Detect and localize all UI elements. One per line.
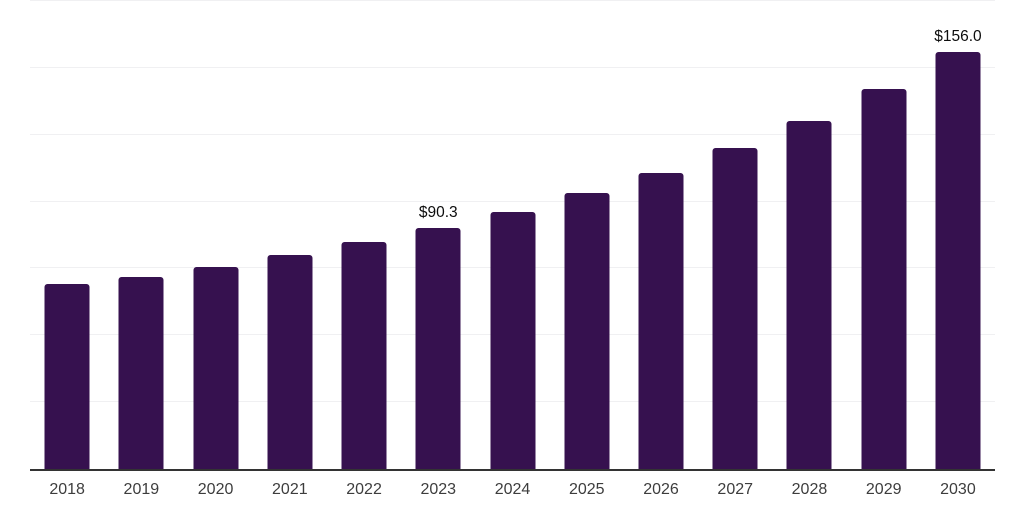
- bar-2024: [490, 211, 536, 469]
- bar-slot-2025: [550, 1, 624, 469]
- bar-slot-2030: $156.0: [921, 1, 995, 469]
- x-tick-label-2029: 2029: [865, 481, 902, 498]
- bar-slot-2027: [698, 1, 772, 469]
- bar-slot-2026: [624, 1, 698, 469]
- x-tick-label-2026: 2026: [643, 481, 679, 498]
- x-tick-label-2027: 2027: [717, 481, 754, 498]
- bar-2023: [415, 227, 461, 469]
- gridline-y100: [30, 200, 995, 202]
- bar-2030: [935, 51, 981, 469]
- bar-2029: [861, 88, 907, 469]
- bar-slot-2023: $90.3: [401, 1, 475, 469]
- x-tick-label-2020: 2020: [197, 481, 234, 498]
- bar-2025: [564, 193, 610, 469]
- x-tick-label-2024: 2024: [494, 481, 531, 498]
- bar-2027: [712, 148, 758, 469]
- bar-slot-2024: [475, 1, 549, 469]
- x-tick-label-2021: 2021: [272, 481, 308, 498]
- bar-slot-2020: [178, 1, 252, 469]
- bar-slot-2022: [327, 1, 401, 469]
- bar-2018: [44, 284, 90, 469]
- bars-group: $90.3 $156.0: [30, 1, 995, 469]
- bar-2026: [638, 172, 684, 469]
- x-tick-label-2022: 2022: [346, 481, 382, 498]
- bar-2019: [118, 277, 164, 469]
- bar-2021: [267, 255, 313, 469]
- x-tick-label-2018: 2018: [49, 481, 85, 498]
- x-tick-label-2023: 2023: [420, 481, 457, 498]
- plot-area: $90.3 $156.0: [30, 0, 995, 471]
- x-axis-tick-labels: 2018 2019 2020 2021 2022 2023 2024 2025 2026 2027…: [30, 479, 995, 501]
- x-tick-label-2030: 2030: [940, 481, 976, 498]
- bar-slot-2018: [30, 1, 104, 469]
- bar-value-label-2023: $90.3: [418, 204, 458, 222]
- bar-2022: [341, 242, 387, 469]
- x-tick-label-2019: 2019: [123, 481, 160, 498]
- bar-value-label-2030: $156.0: [934, 28, 982, 46]
- bar-slot-2028: [772, 1, 846, 469]
- x-tick-label-2025: 2025: [568, 481, 605, 498]
- x-axis-line: [30, 469, 995, 471]
- bar-2028: [786, 120, 832, 469]
- gridline-y175: [30, 0, 995, 1]
- gridline-y125: [30, 133, 995, 135]
- gridline-y150: [30, 66, 995, 68]
- bar-2020: [193, 267, 239, 469]
- bar-slot-2019: [104, 1, 178, 469]
- bar-slot-2021: [253, 1, 327, 469]
- x-tick-label-2028: 2028: [791, 481, 828, 498]
- bar-slot-2029: [847, 1, 921, 469]
